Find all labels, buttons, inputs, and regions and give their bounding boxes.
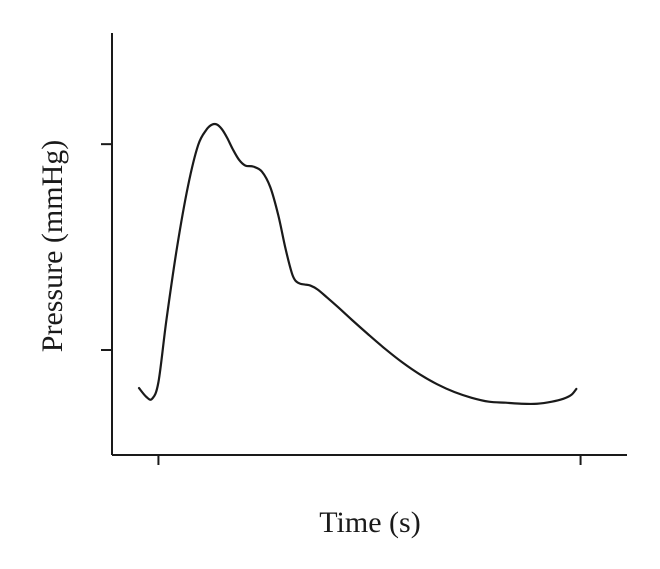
pressure-waveform-line bbox=[137, 122, 578, 406]
x-axis-label: Time (s) bbox=[319, 506, 420, 539]
y-axis-label: Pressure (mmHg) bbox=[36, 140, 69, 352]
y-axis-ticks bbox=[101, 143, 112, 352]
x-axis-ticks bbox=[157, 455, 582, 465]
series-group bbox=[137, 122, 578, 406]
